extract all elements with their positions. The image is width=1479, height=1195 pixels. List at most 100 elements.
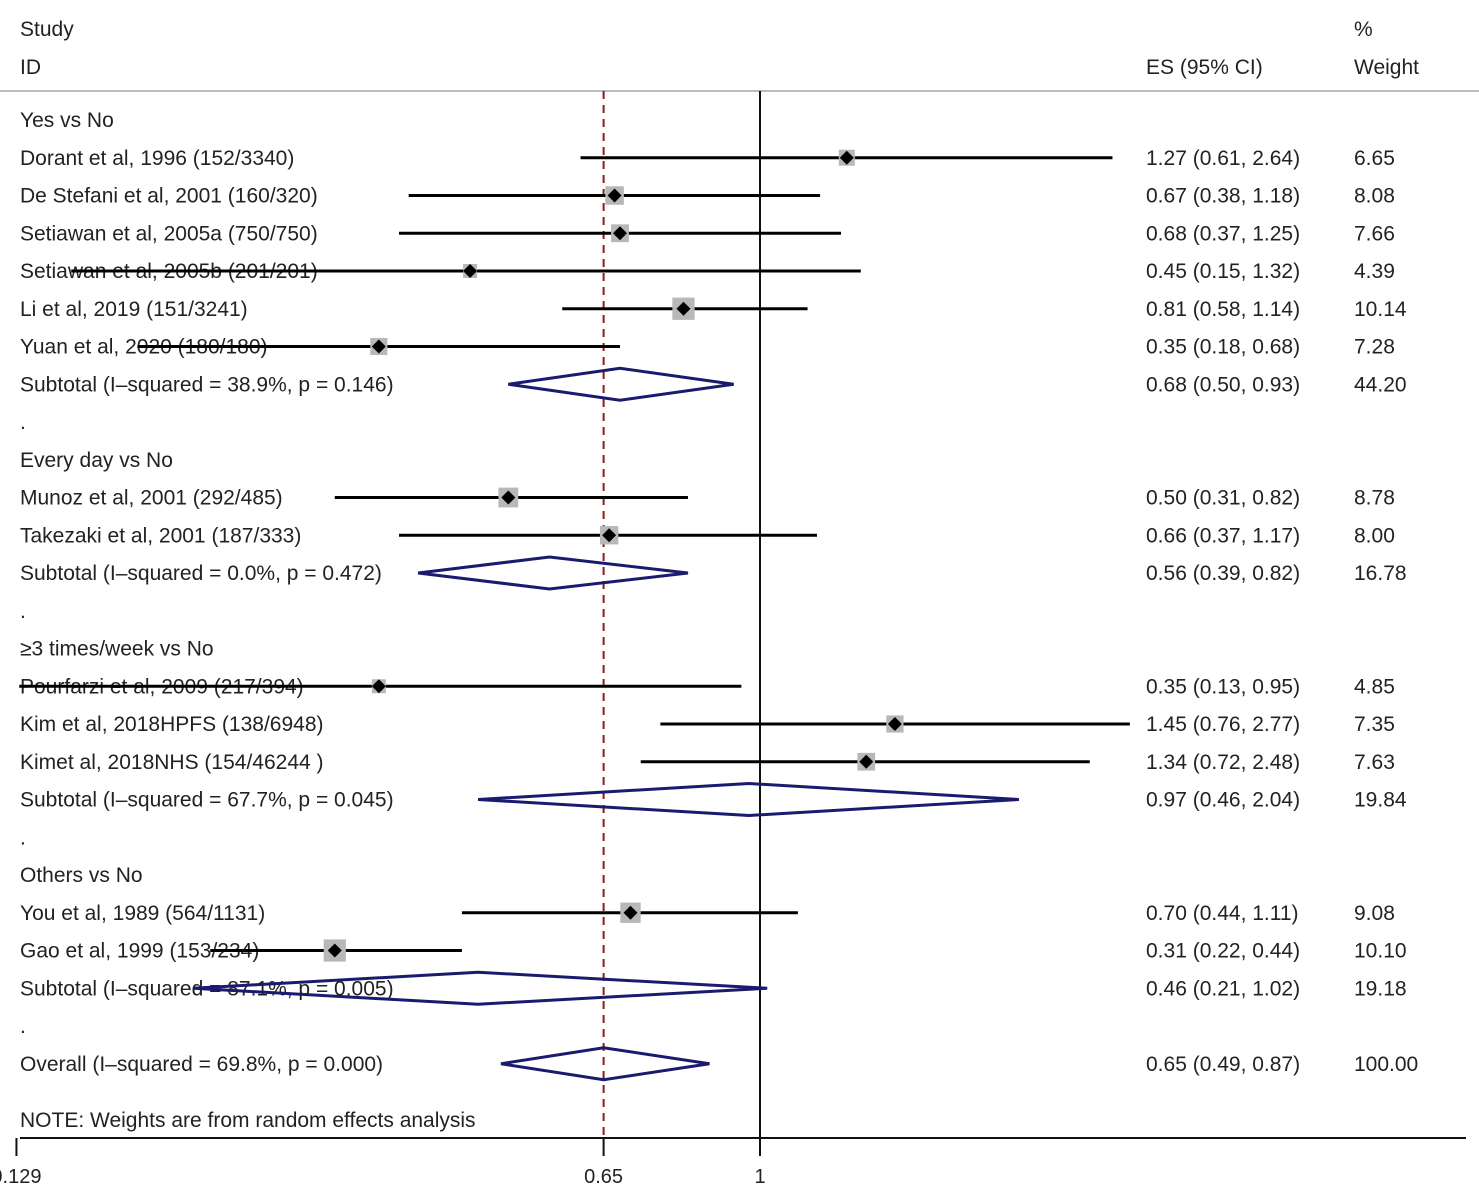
dot-label: . [20, 826, 26, 849]
point-estimate-marker [463, 264, 478, 278]
row-study: Yuan et al, 2020 (180/180) 0.35 (0.18, 0.… [20, 336, 1395, 359]
weight-text: 4.39 [1354, 260, 1395, 283]
weight-text: 7.35 [1354, 713, 1395, 736]
es-ci-text: 0.81 (0.58, 1.14) [1146, 298, 1300, 321]
row-study: Setiawan et al, 2005a (750/750) 0.68 (0.3… [20, 222, 1395, 245]
weight-text: 9.08 [1354, 902, 1395, 925]
study-label: Kimet al, 2018NHS (154/46244 ) [20, 751, 324, 774]
es-ci-text: 0.97 (0.46, 2.04) [1146, 789, 1300, 812]
subtotal-diamond [477, 781, 1019, 818]
study-label: De Stefani et al, 2001 (160/320) [20, 185, 318, 208]
study-label: Li et al, 2019 (151/3241) [20, 298, 248, 321]
row-study: Li et al, 2019 (151/3241) 0.81 (0.58, 1.1… [20, 297, 1407, 321]
weight-text: 4.85 [1354, 675, 1395, 698]
study-label: You et al, 1989 (564/1131) [20, 902, 265, 925]
study-label: Dorant et al, 1996 (152/3340) [20, 147, 294, 170]
row-subtotal: Subtotal (I–squared = 0.0%, p = 0.472) 0.… [20, 555, 1407, 591]
header: Study ID ES (95% CI) % Weight [0, 18, 1479, 92]
row-dot: . [20, 826, 26, 849]
row-dot: . [20, 1015, 26, 1038]
point-estimate-marker [887, 717, 902, 731]
x-tick-label: 0.129 [0, 1166, 41, 1188]
row-group: ≥3 times/week vs No [20, 638, 214, 661]
subtotal-label: Subtotal (I–squared = 67.7%, p = 0.045) [20, 789, 394, 812]
weight-text: 19.84 [1354, 789, 1407, 812]
es-ci-text: 1.27 (0.61, 2.64) [1146, 147, 1300, 170]
es-ci-text: 0.65 (0.49, 0.87) [1146, 1053, 1300, 1076]
group-label: Yes vs No [20, 109, 114, 132]
point-estimate-marker [501, 490, 516, 505]
row-subtotal: Subtotal (I–squared = 38.9%, p = 0.146) 0… [20, 366, 1407, 402]
overall-diamond [500, 1046, 710, 1082]
es-ci-text: 0.56 (0.39, 0.82) [1146, 562, 1300, 585]
study-label: Takezaki et al, 2001 (187/333) [20, 524, 301, 547]
note: NOTE: Weights are from random effects an… [20, 1109, 476, 1132]
header-weight: Weight [1354, 56, 1419, 79]
es-ci-text: 0.45 (0.15, 1.32) [1146, 260, 1300, 283]
dot-label: . [20, 600, 26, 623]
point-estimate-marker [676, 301, 691, 316]
row-study: You et al, 1989 (564/1131) 0.70 (0.44, 1.… [20, 902, 1395, 925]
es-ci-text: 0.50 (0.31, 0.82) [1146, 487, 1300, 510]
row-group: Yes vs No [20, 109, 114, 132]
header-es: ES (95% CI) [1146, 56, 1263, 79]
weight-text: 6.65 [1354, 147, 1395, 170]
row-study: Dorant et al, 1996 (152/3340) 1.27 (0.61,… [20, 147, 1395, 170]
subtotal-label: Subtotal (I–squared = 38.9%, p = 0.146) [20, 373, 394, 396]
es-ci-text: 1.34 (0.72, 2.48) [1146, 751, 1300, 774]
rows-layer: Yes vs No Dorant et al, 1996 (152/3340) 1.… [19, 109, 1418, 1082]
row-dot: . [20, 411, 26, 434]
study-label: Gao et al, 1999 (153/234) [20, 940, 259, 963]
es-ci-text: 0.70 (0.44, 1.11) [1146, 902, 1299, 925]
x-tick-label: 1 [754, 1166, 765, 1188]
point-estimate-marker [859, 754, 874, 769]
row-study: Kim et al, 2018HPFS (138/6948) 1.45 (0.76… [20, 713, 1395, 736]
es-ci-text: 0.46 (0.21, 1.02) [1146, 977, 1300, 1000]
es-ci-text: 0.66 (0.37, 1.17) [1146, 524, 1300, 547]
weight-text: 8.08 [1354, 185, 1395, 208]
study-label: Munoz et al, 2001 (292/485) [20, 487, 283, 510]
row-study: Takezaki et al, 2001 (187/333) 0.66 (0.37… [20, 524, 1395, 547]
row-group: Others vs No [20, 864, 143, 887]
group-label: Every day vs No [20, 449, 173, 472]
row-subtotal: Subtotal (I–squared = 67.7%, p = 0.045) 0… [20, 781, 1407, 818]
header-id: ID [20, 56, 41, 79]
row-study: Pourfarzi et al, 2009 (217/394) 0.35 (0.1… [19, 675, 1395, 698]
x-tick-label: 0.65 [584, 1166, 623, 1188]
weight-text: 10.14 [1354, 298, 1407, 321]
es-ci-text: 1.45 (0.76, 2.77) [1146, 713, 1300, 736]
group-label: Others vs No [20, 864, 143, 887]
row-study: Gao et al, 1999 (153/234) 0.31 (0.22, 0.4… [20, 939, 1407, 963]
row-subtotal: Subtotal (I–squared = 87.1%, p = 0.005) 0… [20, 970, 1407, 1006]
weight-text: 10.10 [1354, 940, 1407, 963]
point-estimate-marker [371, 339, 386, 354]
header-percent: % [1354, 18, 1373, 41]
group-label: ≥3 times/week vs No [20, 638, 214, 661]
dot-label: . [20, 1015, 26, 1038]
subtotal-diamond [508, 366, 734, 402]
header-study: Study [20, 18, 74, 41]
row-study: Munoz et al, 2001 (292/485) 0.50 (0.31, 0… [20, 487, 1395, 510]
weight-text: 7.66 [1354, 222, 1395, 245]
weight-text: 44.20 [1354, 373, 1407, 396]
weight-text: 7.63 [1354, 751, 1395, 774]
weight-text: 19.18 [1354, 977, 1407, 1000]
weight-text: 8.78 [1354, 487, 1395, 510]
es-ci-text: 0.67 (0.38, 1.18) [1146, 185, 1300, 208]
subtotal-diamond [417, 555, 689, 591]
weight-text: 7.28 [1354, 336, 1395, 359]
es-ci-text: 0.68 (0.37, 1.25) [1146, 222, 1300, 245]
point-estimate-marker [602, 528, 617, 543]
row-study: Kimet al, 2018NHS (154/46244 ) 1.34 (0.72… [20, 751, 1395, 774]
point-estimate-marker [371, 679, 386, 694]
es-ci-text: 0.68 (0.50, 0.93) [1146, 373, 1300, 396]
row-dot: . [20, 600, 26, 623]
study-label: Setiawan et al, 2005a (750/750) [20, 222, 318, 245]
point-estimate-marker [607, 188, 622, 203]
point-estimate-marker [839, 150, 854, 165]
row-group: Every day vs No [20, 449, 173, 472]
row-overall: Overall (I–squared = 69.8%, p = 0.000) 0.… [20, 1046, 1418, 1082]
es-ci-text: 0.35 (0.18, 0.68) [1146, 336, 1300, 359]
